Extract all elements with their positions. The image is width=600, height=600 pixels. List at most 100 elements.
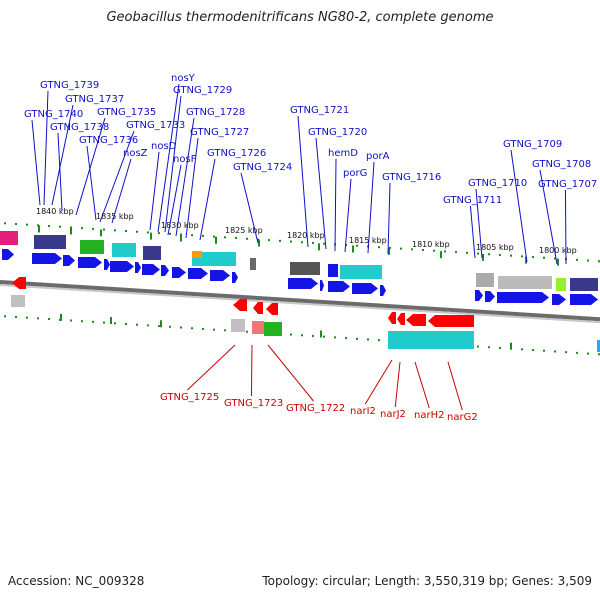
forward-gene-arrow — [104, 259, 110, 270]
forward-gene-label: GTNG_1738 — [50, 122, 109, 133]
lower-tick-dot — [114, 322, 116, 325]
domain-box — [0, 231, 18, 245]
domain-box — [192, 251, 202, 258]
forward-gene-label: nosD — [151, 141, 177, 152]
forward-gene-arrow — [2, 249, 14, 260]
forward-leader-line — [86, 145, 97, 221]
forward-gene-label: nosF — [173, 154, 197, 165]
domain-box — [570, 278, 598, 291]
forward-leader-line — [297, 115, 309, 248]
forward-leader-line — [75, 117, 106, 216]
reverse-gene-arrow — [397, 313, 405, 325]
domain-box — [388, 331, 474, 349]
lower-tick-dot — [521, 348, 523, 351]
forward-leader-line — [43, 90, 49, 206]
domain-box — [252, 321, 264, 334]
lower-tick-dot — [367, 338, 369, 341]
forward-leader-line — [539, 169, 558, 265]
lower-major-tick — [110, 317, 112, 325]
forward-gene-arrow — [188, 268, 208, 279]
forward-gene-arrow — [142, 264, 160, 275]
genome-backbone-shadow — [0, 284, 600, 324]
lower-tick-dot — [125, 323, 127, 325]
lower-tick-dot — [4, 315, 6, 318]
scale-label: 1835 kbp — [96, 212, 134, 221]
forward-gene-label: GTNG_1711 — [443, 195, 502, 206]
upper-major-tick — [215, 236, 217, 244]
forward-gene-label: porG — [343, 168, 367, 179]
lower-tick-dot — [477, 345, 479, 348]
forward-leader-line — [367, 161, 375, 254]
reverse-gene-label: GTNG_1723 — [224, 398, 283, 409]
domain-box — [498, 276, 552, 289]
forward-gene-label: GTNG_1708 — [532, 159, 591, 170]
forward-gene-arrow — [63, 255, 75, 266]
reverse-leader-line — [414, 361, 430, 409]
forward-gene-arrow — [328, 281, 350, 292]
forward-leader-line — [387, 182, 391, 255]
upper-tick-dot — [466, 251, 468, 254]
lower-tick-dot — [554, 350, 556, 353]
forward-leader-line — [315, 137, 327, 250]
lower-tick-dot — [92, 320, 94, 323]
forward-gene-arrow — [320, 280, 324, 291]
upper-tick-dot — [147, 231, 149, 234]
lower-tick-dot — [180, 326, 182, 329]
upper-tick-dot — [136, 230, 138, 233]
upper-tick-dot — [213, 235, 215, 238]
forward-gene-label: GTNG_1737 — [65, 94, 124, 105]
lower-tick-dot — [224, 329, 226, 332]
domain-box — [80, 240, 104, 254]
upper-major-tick — [100, 229, 102, 237]
upper-tick-dot — [576, 258, 578, 261]
upper-tick-dot — [235, 237, 237, 240]
forward-gene-label: GTNG_1726 — [207, 148, 266, 159]
upper-major-tick — [38, 225, 40, 233]
upper-tick-dot — [114, 229, 116, 232]
upper-major-tick — [482, 253, 484, 261]
forward-gene-label: nosZ — [123, 148, 148, 159]
forward-leader-line — [51, 104, 74, 206]
domain-box — [556, 278, 566, 291]
forward-gene-arrow — [135, 262, 141, 273]
reverse-gene-label: GTNG_1722 — [286, 403, 345, 414]
scale-label: 1830 kbp — [161, 221, 199, 230]
upper-tick-dot — [246, 237, 248, 240]
domain-box — [231, 319, 245, 332]
forward-gene-arrow — [475, 290, 483, 301]
lower-tick-dot — [378, 339, 380, 342]
forward-leader-line — [149, 151, 160, 231]
upper-tick-dot — [477, 252, 479, 255]
forward-leader-line — [185, 137, 199, 239]
reverse-gene-arrow — [253, 302, 263, 314]
upper-tick-dot — [521, 255, 523, 258]
forward-leader-line — [111, 158, 132, 224]
upper-tick-dot — [125, 230, 127, 232]
forward-leader-line — [167, 164, 182, 236]
forward-leader-line — [469, 205, 476, 259]
upper-tick-dot — [532, 256, 534, 259]
upper-tick-dot — [499, 253, 501, 256]
forward-leader-line — [510, 149, 528, 263]
forward-gene-arrow — [32, 253, 62, 264]
reverse-gene-arrow — [428, 315, 474, 327]
lower-tick-dot — [499, 346, 501, 349]
lower-tick-dot — [191, 327, 193, 330]
lower-tick-dot — [565, 351, 567, 354]
forward-gene-label: GTNG_1729 — [173, 85, 232, 96]
upper-tick-dot — [202, 234, 204, 237]
upper-tick-dot — [444, 250, 446, 253]
lower-tick-dot — [598, 353, 600, 356]
lower-tick-dot — [169, 325, 171, 328]
upper-major-tick — [70, 227, 72, 235]
lower-tick-dot — [345, 337, 347, 340]
domain-box — [290, 262, 320, 275]
forward-gene-arrow — [552, 294, 566, 305]
upper-major-tick — [352, 245, 354, 253]
forward-gene-label: GTNG_1740 — [24, 109, 83, 120]
reverse-leader-line — [267, 344, 314, 402]
forward-gene-label: GTNG_1709 — [503, 139, 562, 150]
domain-box — [112, 243, 136, 257]
forward-gene-arrow — [352, 283, 378, 294]
